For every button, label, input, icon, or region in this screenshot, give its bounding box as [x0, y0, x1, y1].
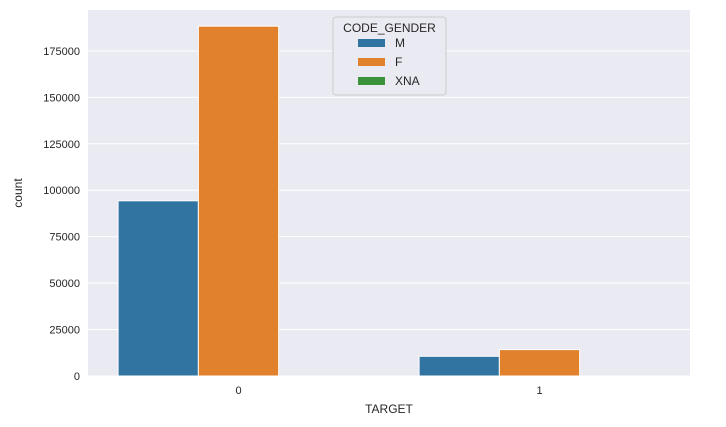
bar-f-1: [498, 349, 581, 377]
bar-m-0: [117, 200, 199, 377]
legend-title: CODE_GENDER: [343, 21, 436, 35]
y-tick-label: 175000: [43, 46, 80, 58]
y-axis-label: count: [11, 178, 25, 208]
x-tick-label: 1: [536, 385, 542, 397]
legend-label-f: F: [395, 55, 402, 69]
y-tick-label: 25000: [49, 325, 80, 337]
legend-box: [332, 16, 447, 96]
y-tick-label: 0: [74, 371, 80, 383]
legend-swatch-f: [358, 58, 385, 66]
legend-swatch-m: [358, 39, 385, 47]
legend: CODE_GENDER MF XNA: [332, 16, 447, 96]
y-axis-ticks: 0 25000 50000 75000 100000 125000 150000 175000: [43, 46, 80, 383]
y-tick-label: 150000: [43, 92, 80, 104]
y-tick-label: 50000: [49, 278, 80, 290]
legend-label-xna: XNA: [395, 74, 420, 88]
legend-swatch-xna: [358, 77, 385, 85]
x-axis-label: TARGET: [365, 402, 413, 416]
legend-label-m: M: [395, 36, 405, 50]
bar-m-1: [418, 355, 500, 377]
bars: [117, 25, 581, 377]
y-tick-label: 100000: [43, 185, 80, 197]
y-tick-label: 75000: [49, 232, 80, 244]
bar-f-0: [197, 25, 280, 377]
x-tick-label: 0: [235, 385, 241, 397]
y-tick-label: 125000: [43, 139, 80, 151]
